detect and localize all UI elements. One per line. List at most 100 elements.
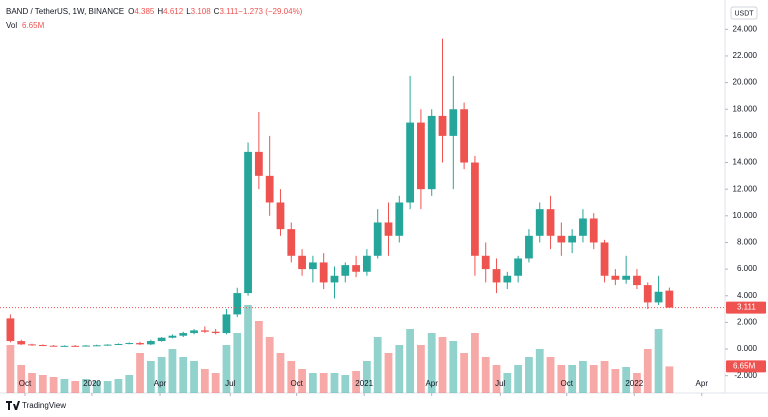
volume-bar bbox=[125, 375, 134, 393]
currency: USDT bbox=[734, 10, 754, 17]
x-tick-label: Apr bbox=[696, 379, 709, 388]
y-tick-label: 16.000 bbox=[733, 131, 758, 140]
candle-body bbox=[38, 345, 47, 347]
volume-bar bbox=[579, 361, 587, 393]
candle-body bbox=[514, 258, 523, 276]
x-tick-label: 2020 bbox=[83, 379, 101, 388]
candle-body bbox=[525, 235, 533, 259]
candle-body bbox=[146, 341, 155, 345]
legend-value: 3.111 bbox=[219, 7, 238, 16]
volume-bar bbox=[395, 345, 404, 393]
volume-bar bbox=[406, 329, 414, 393]
volume-bar bbox=[363, 361, 371, 393]
legend-key: O bbox=[128, 7, 134, 16]
volume-bar bbox=[546, 357, 555, 393]
candle-body bbox=[71, 345, 80, 347]
volume-bar bbox=[168, 349, 177, 393]
candle-body bbox=[60, 345, 69, 347]
last-volume-box bbox=[726, 360, 766, 373]
candle-body bbox=[438, 115, 447, 136]
volume-bar bbox=[308, 373, 317, 393]
volume-bar bbox=[330, 373, 339, 393]
candle-body bbox=[222, 314, 231, 334]
x-tick-label: Jul bbox=[495, 379, 505, 388]
plot bbox=[0, 38, 725, 393]
candle-body bbox=[6, 318, 15, 342]
y-tick-label: 22.000 bbox=[733, 51, 758, 60]
candle-body bbox=[103, 344, 112, 346]
volume-bar bbox=[611, 369, 620, 393]
volume-bar bbox=[633, 373, 641, 393]
volume-bar bbox=[589, 365, 598, 393]
last-volume-label: 6.65M bbox=[733, 362, 756, 371]
y-tick-label: 6.000 bbox=[737, 264, 758, 273]
candle-body bbox=[233, 293, 242, 315]
volume-bar bbox=[190, 361, 198, 393]
x-tick-label: Apr bbox=[425, 379, 438, 388]
candle-body bbox=[611, 275, 620, 280]
symbol-title: BAND / TetherUS, 1W, BINANCE bbox=[6, 7, 124, 16]
candle-body bbox=[406, 122, 414, 203]
candle-body bbox=[168, 335, 177, 338]
volume-bar bbox=[38, 375, 47, 393]
candle-body bbox=[568, 235, 577, 243]
candle-body bbox=[384, 222, 393, 236]
legend-key: H bbox=[157, 7, 163, 16]
legend-key: L bbox=[186, 7, 191, 16]
volume-bar bbox=[460, 353, 469, 393]
y-tick-label: 2.000 bbox=[737, 318, 758, 327]
candle-body bbox=[643, 285, 652, 303]
volume-bar bbox=[265, 337, 274, 393]
candle-body bbox=[92, 345, 101, 347]
candle-body bbox=[319, 262, 328, 283]
ohlc-legend: O4.385 H4.612 L3.108 C3.111−1.273 (−29.04%) bbox=[128, 7, 303, 16]
y-tick-label: 8.000 bbox=[737, 238, 758, 247]
y-tick-label: 10.000 bbox=[733, 211, 758, 220]
candle-body bbox=[341, 265, 350, 276]
candle-body bbox=[157, 337, 166, 342]
volume-legend-label: Vol bbox=[6, 21, 17, 30]
volume-legend-value: 6.65M bbox=[22, 21, 45, 30]
candle-body bbox=[600, 242, 609, 276]
volume-bar bbox=[514, 365, 523, 393]
volume-bar bbox=[211, 373, 220, 393]
last-price-label: 3.111 bbox=[737, 303, 756, 312]
volume-bar bbox=[146, 361, 155, 393]
volume-bar bbox=[438, 337, 447, 393]
candle-body bbox=[49, 345, 58, 347]
candle-body bbox=[179, 333, 188, 336]
volume-bar bbox=[568, 365, 577, 393]
x-tick-label: Oct bbox=[19, 379, 32, 388]
volume-bar bbox=[244, 305, 252, 393]
candle-body bbox=[28, 344, 36, 346]
candle-body bbox=[254, 151, 263, 176]
candle-body bbox=[125, 343, 134, 345]
volume-bar bbox=[92, 381, 101, 393]
x-tick-label: 2022 bbox=[625, 379, 643, 388]
volume-bar bbox=[481, 357, 490, 393]
candle-body bbox=[589, 218, 598, 243]
y-tick-label: 0.000 bbox=[737, 344, 758, 353]
volume-bar bbox=[287, 361, 296, 393]
volume-bar bbox=[319, 373, 328, 393]
volume-bar bbox=[557, 365, 566, 393]
candle-body bbox=[308, 262, 317, 270]
y-tick-label: 18.000 bbox=[733, 104, 758, 113]
y-tick-label: 20.000 bbox=[733, 78, 758, 87]
y-tick-label: -2.000 bbox=[734, 371, 757, 380]
volume-bar bbox=[254, 321, 263, 393]
candle-body bbox=[654, 291, 663, 303]
volume-bar bbox=[298, 369, 306, 393]
x-tick-label: Oct bbox=[561, 379, 574, 388]
candle-body bbox=[136, 343, 144, 345]
candle-body bbox=[492, 269, 501, 283]
candle-body bbox=[557, 235, 566, 243]
candle-body bbox=[200, 330, 209, 332]
volume-bar bbox=[200, 369, 209, 393]
y-tick-label: 24.000 bbox=[733, 24, 758, 33]
volume-bar bbox=[373, 337, 382, 393]
volume-bar bbox=[427, 333, 436, 393]
x-tick-label: Jul bbox=[225, 379, 235, 388]
